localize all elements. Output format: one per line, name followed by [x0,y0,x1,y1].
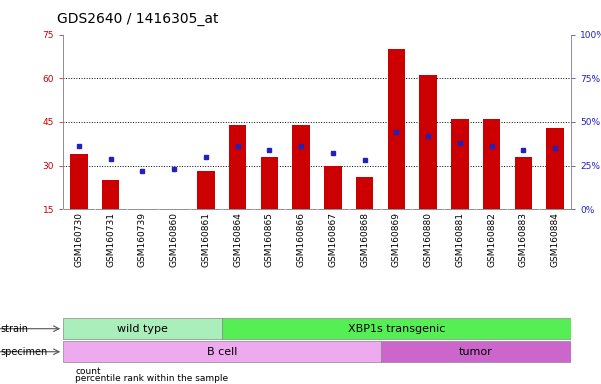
Bar [483,119,500,209]
Bar [388,49,405,209]
Bar [356,177,373,209]
Bar [514,157,532,209]
Text: count: count [75,367,101,376]
Bar [293,125,310,209]
Bar [70,154,88,209]
Text: B cell: B cell [207,347,237,357]
Bar [419,75,437,209]
Text: wild type: wild type [117,324,168,334]
Bar [222,318,571,339]
Bar [229,125,246,209]
Bar [324,166,341,209]
Text: specimen: specimen [1,347,48,357]
Bar [380,341,571,362]
Text: XBP1s transgenic: XBP1s transgenic [348,324,445,334]
Bar [261,157,278,209]
Text: percentile rank within the sample: percentile rank within the sample [75,374,228,383]
Bar [63,341,380,362]
Bar [102,180,120,209]
Bar [63,318,222,339]
Bar [546,128,564,209]
Bar [197,171,215,209]
Bar [451,119,469,209]
Text: tumor: tumor [459,347,493,357]
Text: GDS2640 / 1416305_at: GDS2640 / 1416305_at [57,12,219,25]
Text: strain: strain [1,324,29,334]
